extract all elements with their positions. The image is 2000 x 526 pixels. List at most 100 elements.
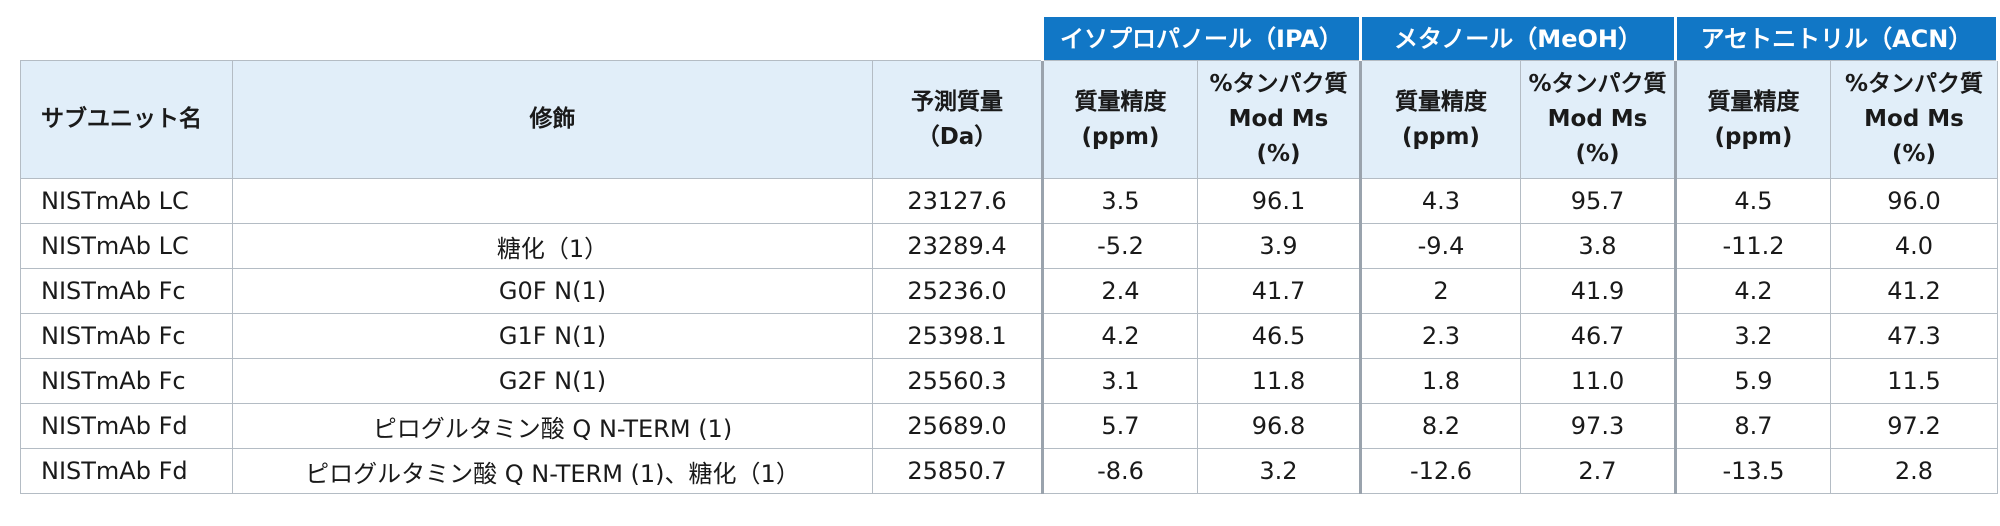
cell-ipa-protein: 11.8 (1197, 358, 1361, 404)
cell-meoh-accuracy: 2.3 (1359, 313, 1521, 359)
column-header-row: サブユニット名 修飾 予測質量 （Da） 質量精度 (ppm) %タンパク質 M… (20, 60, 1998, 179)
cell-modification (232, 178, 873, 224)
header-subunit-text: サブユニット名 (41, 106, 202, 132)
header-protein-line2: Mod Ms (1228, 106, 1329, 132)
cell-predicted-mass: 23127.6 (872, 178, 1043, 224)
table-row: NISTmAb Fc G1F N(1) 25398.1 4.2 46.5 2.3… (20, 313, 1998, 359)
cell-ipa-protein: 3.2 (1197, 448, 1361, 494)
cell-meoh-protein: 41.9 (1520, 268, 1676, 314)
cell-subunit: NISTmAb LC (20, 178, 233, 224)
header-accuracy-line2: (ppm) (1402, 123, 1480, 150)
cell-predicted-mass: 25689.0 (872, 403, 1043, 449)
header-predicted-mass: 予測質量 （Da） (872, 60, 1043, 179)
cell-ipa-accuracy: 2.4 (1041, 268, 1198, 314)
cell-predicted-mass: 25398.1 (872, 313, 1043, 359)
cell-predicted-mass: 25850.7 (872, 448, 1043, 494)
cell-meoh-accuracy: 8.2 (1359, 403, 1521, 449)
cell-acn-accuracy: 4.2 (1674, 268, 1831, 314)
header-subunit: サブユニット名 (20, 60, 233, 179)
cell-acn-protein: 97.2 (1830, 403, 1998, 449)
header-protein-line3: (%) (1891, 141, 1937, 167)
cell-ipa-accuracy: 4.2 (1041, 313, 1198, 359)
cell-meoh-protein: 3.8 (1520, 223, 1676, 269)
header-protein-line3: (%) (1256, 141, 1301, 167)
table-row: NISTmAb Fd ピログルタミン酸 Q N-TERM (1)、糖化（1） 2… (20, 448, 1998, 494)
cell-meoh-protein: 95.7 (1520, 178, 1676, 224)
cell-acn-accuracy: -11.2 (1674, 223, 1831, 269)
cell-subunit: NISTmAb LC (20, 223, 233, 269)
cell-ipa-accuracy: 5.7 (1041, 403, 1198, 449)
header-protein-line2: Mod Ms (1864, 106, 1964, 132)
results-table: イソプロパノール（IPA） メタノール（MeOH） アセトニトリル（ACN） サ… (20, 17, 1999, 494)
cell-acn-protein: 41.2 (1830, 268, 1998, 314)
header-modification: 修飾 (232, 60, 873, 179)
cell-meoh-accuracy: 2 (1359, 268, 1521, 314)
header-mass-line1: 予測質量 (911, 88, 1003, 115)
cell-predicted-mass: 25236.0 (872, 268, 1043, 314)
cell-ipa-accuracy: 3.1 (1041, 358, 1198, 404)
cell-subunit: NISTmAb Fd (20, 448, 233, 494)
header-ipa-accuracy: 質量精度 (ppm) (1041, 60, 1198, 179)
header-accuracy-line1: 質量精度 (1707, 88, 1800, 115)
cell-meoh-protein: 46.7 (1520, 313, 1676, 359)
header-ipa-protein: %タンパク質 Mod Ms (%) (1197, 60, 1361, 179)
header-mass-line2: （Da） (916, 123, 998, 150)
table-row: NISTmAb Fd ピログルタミン酸 Q N-TERM (1) 25689.0… (20, 403, 1998, 449)
cell-meoh-accuracy: -9.4 (1359, 223, 1521, 269)
cell-ipa-protein: 41.7 (1197, 268, 1361, 314)
table-row: NISTmAb LC 糖化（1） 23289.4 -5.2 3.9 -9.4 3… (20, 223, 1998, 269)
blank-header-cell (20, 17, 1043, 61)
cell-modification: G1F N(1) (232, 313, 873, 359)
group-header-ipa: イソプロパノール（IPA） (1041, 17, 1362, 61)
header-acn-protein: %タンパク質 Mod Ms (%) (1830, 60, 1998, 179)
table-row: NISTmAb Fc G2F N(1) 25560.3 3.1 11.8 1.8… (20, 358, 1998, 404)
header-protein-line1: %タンパク質 (1844, 71, 1984, 97)
cell-acn-protein: 2.8 (1830, 448, 1998, 494)
header-accuracy-line1: 質量精度 (1074, 88, 1167, 115)
cell-acn-accuracy: -13.5 (1674, 448, 1831, 494)
header-protein-line1: %タンパク質 (1209, 71, 1348, 97)
cell-subunit: NISTmAb Fc (20, 358, 233, 404)
cell-acn-accuracy: 5.9 (1674, 358, 1831, 404)
cell-subunit: NISTmAb Fc (20, 313, 233, 359)
header-protein-line2: Mod Ms (1547, 106, 1648, 132)
header-meoh-accuracy: 質量精度 (ppm) (1359, 60, 1521, 179)
group-header-acn: アセトニトリル（ACN） (1674, 17, 1999, 61)
header-protein-line1: %タンパク質 (1528, 71, 1667, 97)
cell-modification: G0F N(1) (232, 268, 873, 314)
group-header-meoh: メタノール（MeOH） (1359, 17, 1677, 61)
cell-modification: G2F N(1) (232, 358, 873, 404)
header-accuracy-line2: (ppm) (1714, 123, 1793, 150)
group-header-row: イソプロパノール（IPA） メタノール（MeOH） アセトニトリル（ACN） (20, 17, 1999, 61)
cell-acn-accuracy: 3.2 (1674, 313, 1831, 359)
cell-meoh-protein: 97.3 (1520, 403, 1676, 449)
cell-acn-accuracy: 8.7 (1674, 403, 1831, 449)
cell-subunit: NISTmAb Fc (20, 268, 233, 314)
cell-meoh-accuracy: 1.8 (1359, 358, 1521, 404)
cell-ipa-accuracy: -8.6 (1041, 448, 1198, 494)
cell-meoh-accuracy: 4.3 (1359, 178, 1521, 224)
header-accuracy-line1: 質量精度 (1395, 88, 1487, 115)
cell-acn-protein: 4.0 (1830, 223, 1998, 269)
cell-acn-protein: 96.0 (1830, 178, 1998, 224)
cell-meoh-protein: 2.7 (1520, 448, 1676, 494)
cell-modification: 糖化（1） (232, 223, 873, 269)
cell-acn-protein: 47.3 (1830, 313, 1998, 359)
cell-acn-protein: 11.5 (1830, 358, 1998, 404)
cell-acn-accuracy: 4.5 (1674, 178, 1831, 224)
header-acn-accuracy: 質量精度 (ppm) (1674, 60, 1831, 179)
cell-ipa-accuracy: 3.5 (1041, 178, 1198, 224)
cell-meoh-accuracy: -12.6 (1359, 448, 1521, 494)
cell-meoh-protein: 11.0 (1520, 358, 1676, 404)
cell-ipa-protein: 96.1 (1197, 178, 1361, 224)
cell-ipa-protein: 46.5 (1197, 313, 1361, 359)
cell-predicted-mass: 25560.3 (872, 358, 1043, 404)
header-modification-text: 修飾 (529, 106, 576, 132)
cell-predicted-mass: 23289.4 (872, 223, 1043, 269)
header-meoh-protein: %タンパク質 Mod Ms (%) (1520, 60, 1676, 179)
table-row: NISTmAb LC 23127.6 3.5 96.1 4.3 95.7 4.5… (20, 178, 1998, 224)
header-protein-line3: (%) (1575, 141, 1620, 167)
table-row: NISTmAb Fc G0F N(1) 25236.0 2.4 41.7 2 4… (20, 268, 1998, 314)
cell-ipa-protein: 3.9 (1197, 223, 1361, 269)
cell-ipa-accuracy: -5.2 (1041, 223, 1198, 269)
